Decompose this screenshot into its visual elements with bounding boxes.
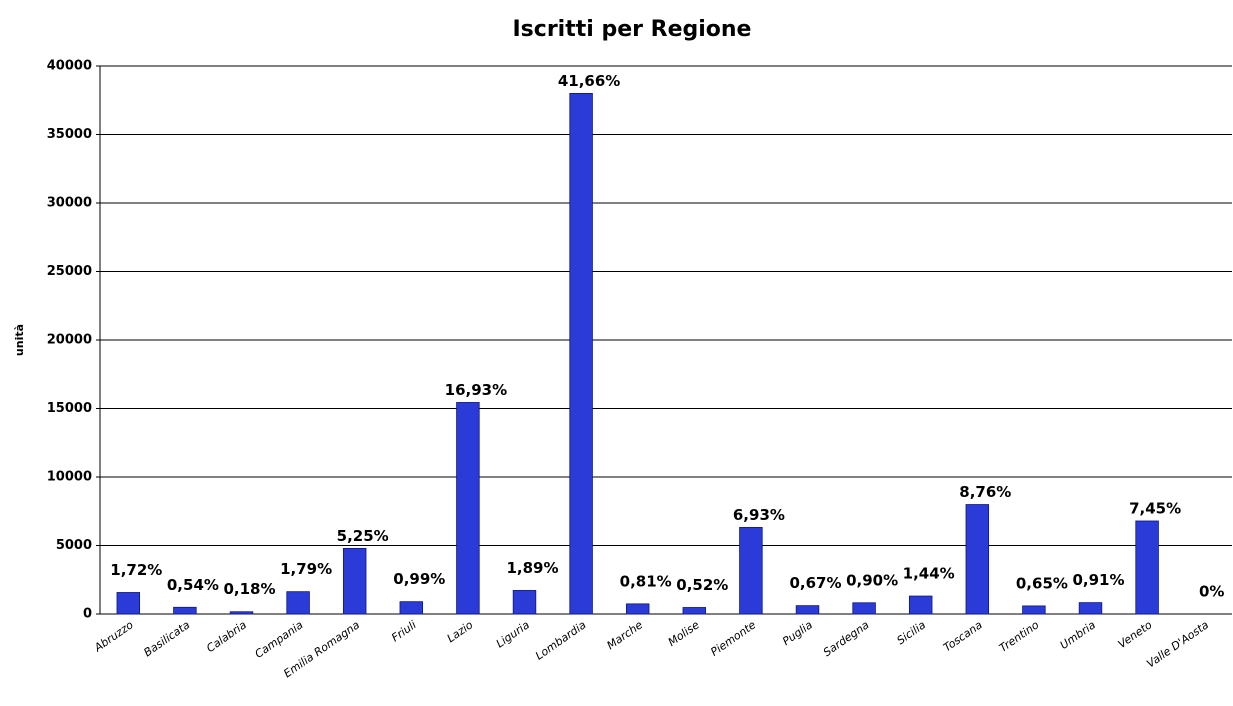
x-tick-label: Sardegna xyxy=(821,618,872,659)
data-label: 0,91% xyxy=(1072,571,1124,589)
bar xyxy=(795,605,820,615)
y-tick-label: 30000 xyxy=(47,196,92,211)
data-label: 0,99% xyxy=(393,570,445,588)
y-tick-label: 40000 xyxy=(47,59,92,74)
x-tick-label: Umbria xyxy=(1058,618,1098,652)
chart-title: Iscritti per Regione xyxy=(513,17,752,42)
bar xyxy=(908,595,933,615)
bar xyxy=(1022,605,1046,615)
data-label: 41,66% xyxy=(558,72,620,90)
y-tick-label: 10000 xyxy=(47,470,92,485)
data-label: 0% xyxy=(1199,583,1224,601)
y-tick-label: 35000 xyxy=(47,127,92,142)
x-tick-label: Campania xyxy=(253,618,306,661)
x-tick-label: Calabria xyxy=(204,618,249,655)
x-tick-label: Valle D'Aosta xyxy=(1144,618,1211,670)
data-label: 16,93% xyxy=(445,381,507,399)
bar xyxy=(399,601,424,615)
data-label: 7,45% xyxy=(1129,499,1181,517)
x-tick-label: Trentino xyxy=(997,618,1042,655)
data-label: 0,67% xyxy=(789,574,841,592)
bar xyxy=(625,603,650,615)
data-label: 1,72% xyxy=(110,561,162,579)
y-tick-label: 15000 xyxy=(47,401,92,416)
bar xyxy=(173,606,197,615)
x-tick-label: Piemonte xyxy=(708,618,758,659)
x-tick-label: Friuli xyxy=(389,618,419,644)
x-tick-label: Lombardia xyxy=(533,618,589,662)
data-label: 0,90% xyxy=(846,571,898,589)
bar xyxy=(739,527,763,615)
x-tick-label: Lazio xyxy=(445,618,476,645)
bar xyxy=(512,590,537,615)
bar xyxy=(116,592,141,615)
y-tick-label: 25000 xyxy=(47,264,92,279)
x-tick-label: Abruzzo xyxy=(91,618,136,655)
x-tick-label: Liguria xyxy=(494,618,532,650)
data-label: 1,44% xyxy=(903,565,955,583)
data-label: 0,65% xyxy=(1016,574,1068,592)
bar xyxy=(965,504,990,615)
data-label: 0,18% xyxy=(223,580,275,598)
data-label: 8,76% xyxy=(959,483,1011,501)
x-tick-label: Basilicata xyxy=(141,618,192,659)
y-tick-label: 5000 xyxy=(56,538,92,553)
data-label: 1,89% xyxy=(506,559,558,577)
y-tick-label: 0 xyxy=(83,607,92,622)
x-tick-label: Sicilia xyxy=(894,618,928,647)
bar xyxy=(456,402,480,615)
y-axis-label: unità xyxy=(13,324,26,356)
data-label: 0,81% xyxy=(620,572,672,590)
x-tick-label: Puglia xyxy=(780,618,815,648)
data-label: 1,79% xyxy=(280,560,332,578)
data-label: 5,25% xyxy=(337,527,389,545)
bar xyxy=(286,591,310,615)
bar xyxy=(569,93,593,615)
y-tick-label: 20000 xyxy=(47,333,92,348)
data-label: 6,93% xyxy=(733,506,785,524)
data-label: 0,52% xyxy=(676,576,728,594)
x-tick-label: Toscana xyxy=(941,618,985,654)
bar xyxy=(1078,602,1103,615)
bar xyxy=(682,607,707,615)
bar xyxy=(342,547,367,615)
x-tick-label: Molise xyxy=(666,618,702,649)
bar xyxy=(1135,520,1159,615)
x-tick-label: Veneto xyxy=(1116,618,1155,651)
bar xyxy=(852,602,876,615)
bar xyxy=(229,611,254,615)
x-tick-label: Marche xyxy=(604,618,645,652)
data-label: 0,54% xyxy=(167,576,219,594)
